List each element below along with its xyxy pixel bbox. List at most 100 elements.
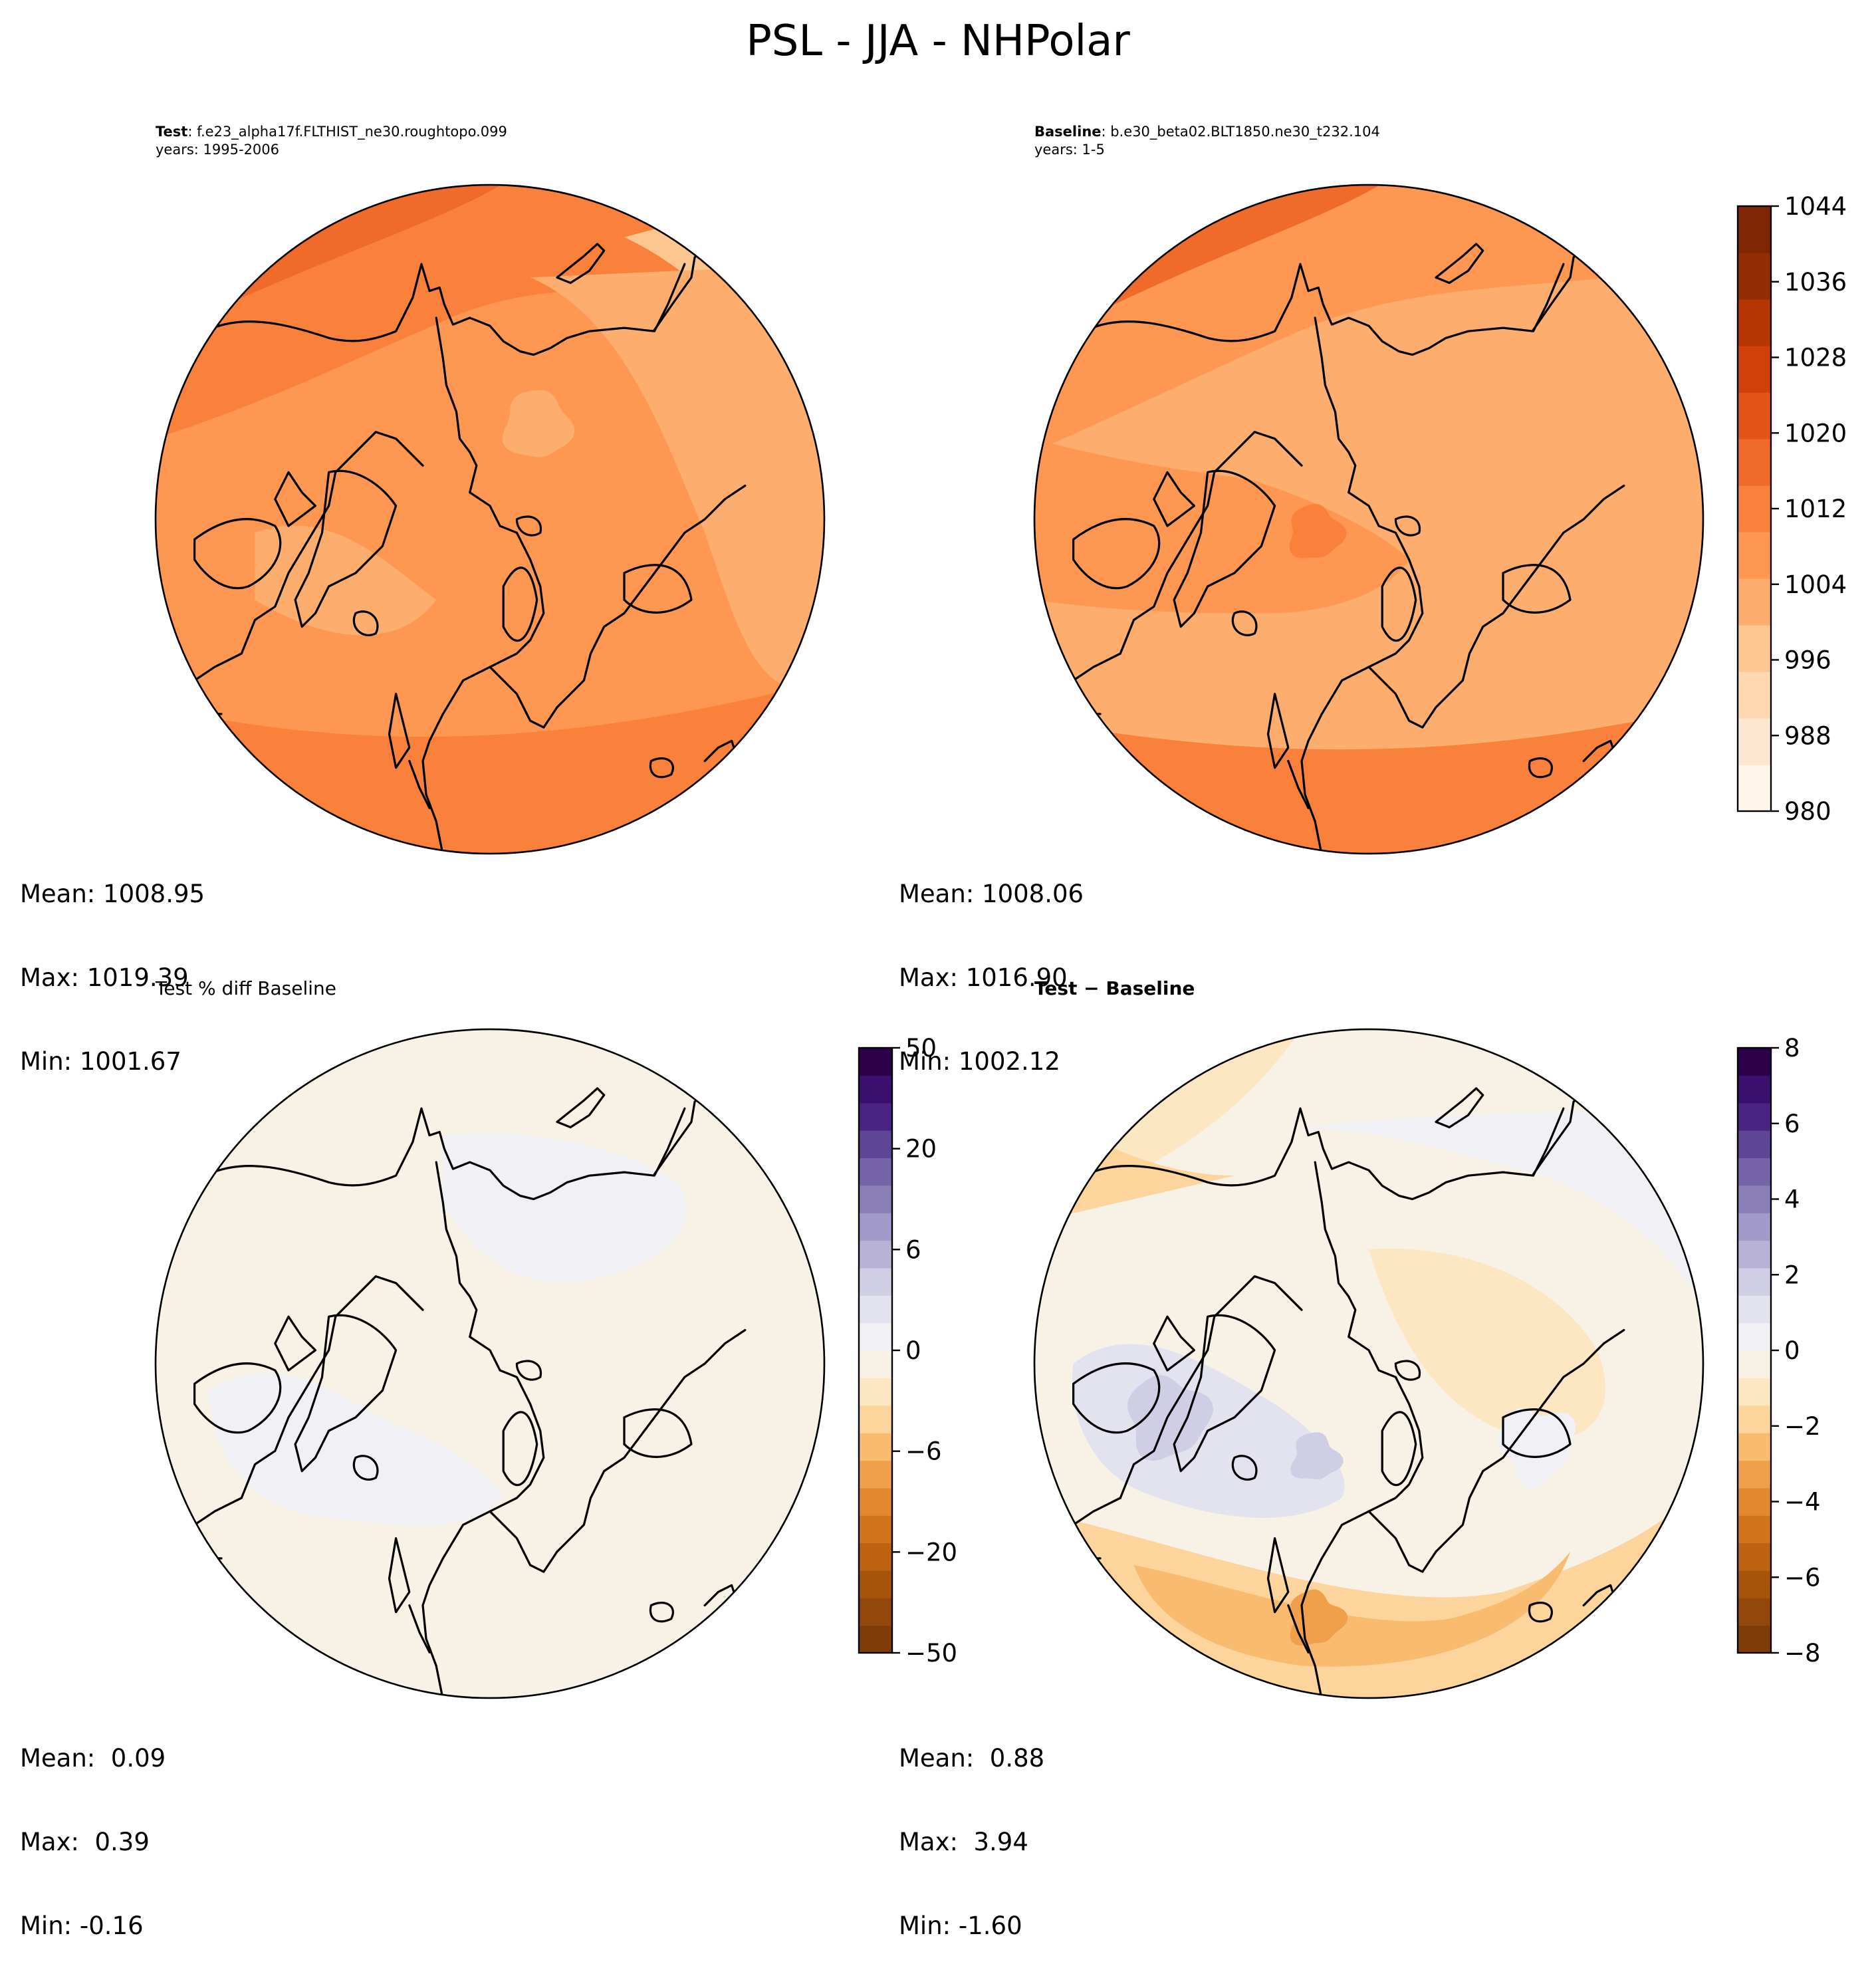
coastline: [1435, 243, 1484, 285]
test-label: Test: [156, 124, 188, 140]
colorbar-tick-label: 0: [905, 1336, 921, 1365]
colorbar-segment: [859, 1322, 892, 1351]
colorbar-segment: [1738, 1213, 1771, 1241]
colorbar-tick-label: 980: [1784, 797, 1831, 826]
pct-diff-mean: Mean: 0.09: [20, 1744, 166, 1773]
colorbar-tick-label: 1044: [1784, 192, 1847, 221]
coastline: [388, 692, 411, 769]
colorbar-segment: [1738, 1378, 1771, 1406]
colorbar-segment: [1738, 1625, 1771, 1654]
coastline: [1287, 759, 1310, 809]
coastline: [1266, 692, 1290, 769]
coastline: [1367, 1328, 1625, 1573]
colorbar-segment: [1738, 765, 1771, 812]
colorbar-tick-label: 1012: [1784, 495, 1847, 523]
colorbar-segment: [1738, 485, 1771, 533]
colorbar-segment: [1738, 1048, 1771, 1076]
colorbar-segment: [1738, 1322, 1771, 1351]
colorbar-segment: [1738, 1433, 1771, 1461]
colorbar-segment: [1738, 1542, 1771, 1571]
baseline-max: Max: 1016.90: [899, 963, 1068, 992]
colorbar-tick-label: 0: [1784, 1336, 1800, 1365]
coastline: [352, 1455, 379, 1481]
coastline: [1528, 757, 1553, 779]
colorbar-tick-label: 1036: [1784, 268, 1847, 297]
diff-stats: Mean: 0.88 Max: 3.94 Min: -1.60: [899, 1689, 1044, 1968]
coastline: [1119, 1275, 1303, 1499]
coastline: [1091, 1107, 1565, 1201]
test-stats: Mean: 1008.95 Max: 1019.39 Min: 1001.67: [20, 824, 205, 1104]
contour-fill: [1369, 1249, 1605, 1439]
colorbar-segment: [1738, 625, 1771, 672]
coastline: [1287, 1604, 1310, 1654]
coastline: [1502, 1408, 1572, 1458]
coastline: [388, 1537, 411, 1614]
test-max: Max: 1019.39: [20, 963, 189, 992]
coastline: [240, 431, 424, 655]
colorbar-segment: [1738, 392, 1771, 439]
coastline: [1381, 1411, 1417, 1487]
pct-diff-min: Min: -0.16: [20, 1911, 144, 1940]
baseline-label: Baseline: [1034, 124, 1102, 140]
colorbar-segment: [859, 1048, 892, 1076]
coastline: [421, 1295, 545, 1698]
colorbar-tick-label: 6: [1784, 1110, 1800, 1138]
coastline: [1072, 1362, 1161, 1434]
coastline: [489, 484, 747, 729]
contour-fill: [1290, 1432, 1344, 1480]
map-boundary: [1033, 1028, 1704, 1699]
test-header: Test: f.e23_alpha17f.FLTHIST_ne30.rought…: [156, 123, 507, 140]
colorbar-segment: [1738, 1350, 1771, 1378]
colorbar-tick-label: −50: [905, 1639, 957, 1667]
coastline: [623, 564, 693, 614]
coastline: [408, 759, 431, 809]
pct-diff-max: Max: 0.39: [20, 1828, 150, 1856]
contour-fill: [1127, 1374, 1214, 1461]
baseline-header: Baseline: b.e30_beta02.BLT1850.ne30_t232…: [1034, 123, 1380, 140]
coastline: [421, 451, 545, 854]
colorbar-segment: [859, 1405, 892, 1433]
colorbar-segment: [1738, 1240, 1771, 1269]
colorbar-segment: [1738, 1130, 1771, 1159]
baseline-stats: Mean: 1008.06 Max: 1016.90 Min: 1002.12: [899, 824, 1084, 1104]
colorbar-segment: [1738, 1075, 1771, 1104]
coastline: [1153, 471, 1196, 527]
colorbar-segment: [1738, 206, 1771, 253]
colorbar-segment: [859, 1102, 892, 1131]
coastline: [408, 1604, 431, 1654]
colorbar-tick-label: 1028: [1784, 344, 1847, 372]
coastline: [1300, 451, 1424, 854]
coastline: [1300, 1295, 1424, 1698]
coastline: [274, 471, 317, 527]
colorbar-segment: [859, 1570, 892, 1598]
colorbar-tick-label: 20: [905, 1135, 937, 1164]
colorbar-segment: [859, 1350, 892, 1378]
colorbar-tick-label: −6: [905, 1437, 942, 1466]
contour-fill: [1497, 1408, 1576, 1489]
coastline: [193, 1362, 282, 1434]
map-boundary: [1033, 184, 1704, 855]
coastline: [556, 243, 606, 285]
colorbar-segment: [859, 1075, 892, 1104]
baseline-years: years: 1-5: [1034, 142, 1105, 158]
colorbar-tick-label: −2: [1784, 1412, 1821, 1441]
colorbar-segment: [1738, 346, 1771, 393]
colorbar-tick-label: 2: [1784, 1261, 1800, 1289]
main-colorbar: 1044 1036 1028 1020 1012 1004 996 988 980: [1736, 192, 1847, 826]
colorbar-segment: [1738, 1598, 1771, 1626]
coastline: [1072, 518, 1161, 590]
colorbar-segment: [859, 1487, 892, 1516]
colorbar-segment: [1738, 718, 1771, 765]
diff-colorbar: 8 6 4 2 0 −2 −4 −6 −8: [1736, 1034, 1821, 1667]
colorbar-segment: [1738, 1295, 1771, 1324]
baseline-map: [1033, 184, 1704, 855]
contour-fill: [1034, 1102, 1234, 1223]
colorbar-tick-label: 8: [1784, 1034, 1800, 1062]
colorbar-segment: [1738, 1102, 1771, 1131]
pct-colorbar: 50 20 6 0 −6 −20 −50: [858, 1034, 957, 1667]
test-min: Min: 1001.67: [20, 1047, 181, 1076]
coastline: [1153, 1315, 1196, 1372]
coastline: [649, 1602, 674, 1623]
coastline: [623, 1408, 693, 1458]
coastline: [1367, 484, 1625, 729]
